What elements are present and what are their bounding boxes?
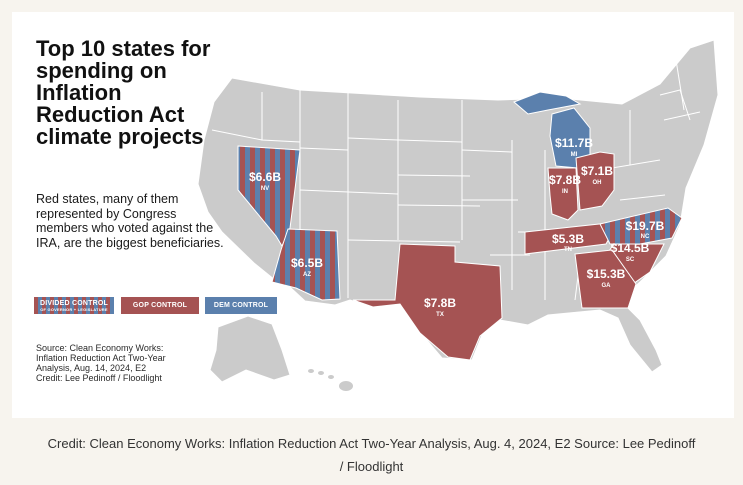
state-label-ga: $15.3B GA bbox=[587, 267, 626, 289]
source-line: Analysis, Aug. 14, 2024, E2 bbox=[36, 363, 147, 373]
state-value-nv: $6.6B bbox=[249, 170, 281, 184]
state-borders bbox=[211, 59, 701, 301]
state-abbr-tx: TX bbox=[436, 312, 444, 318]
legend-gop-label: GOP CONTROL bbox=[132, 302, 188, 309]
state-abbr-nv: NV bbox=[261, 186, 269, 192]
state-value-az: $6.5B bbox=[291, 256, 323, 270]
state-label-tn: $5.3B TN bbox=[552, 232, 584, 253]
state-label-nc: $19.7B NC bbox=[626, 219, 665, 240]
legend-divided-sublabel: OF GOVERNOR + LEGISLATURE bbox=[40, 306, 108, 312]
state-value-nc: $19.7B bbox=[626, 219, 665, 233]
state-abbr-tn: TN bbox=[564, 247, 572, 253]
state-shape-mi bbox=[513, 91, 591, 169]
state-value-ga: $15.3B bbox=[587, 267, 626, 281]
state-value-mi: $11.7B bbox=[555, 136, 593, 150]
state-shape-tx bbox=[352, 243, 503, 361]
state-label-tx: $7.8B TX bbox=[424, 296, 456, 318]
map-title: Top 10 states for spending on Inflation … bbox=[36, 36, 211, 149]
state-shape-ga bbox=[574, 249, 637, 309]
source-line: Source: Clean Economy Works: bbox=[36, 343, 164, 353]
state-value-sc: $14.5B bbox=[611, 241, 650, 255]
state-abbr-mi: MI bbox=[571, 152, 578, 158]
state-abbr-sc: SC bbox=[626, 257, 635, 263]
state-label-oh: $7.1B OH bbox=[581, 164, 613, 186]
source-line: Credit: Lee Pedinoff / Floodlight bbox=[36, 373, 162, 383]
state-shape-tn bbox=[524, 221, 619, 255]
map-subtitle: Red states, many of them represented by … bbox=[36, 192, 224, 250]
state-value-tx: $7.8B bbox=[424, 296, 456, 310]
legend-divided-control: DIVIDED CONTROL OF GOVERNOR + LEGISLATUR… bbox=[34, 297, 114, 314]
state-shape-hi bbox=[308, 369, 353, 391]
state-abbr-in: IN bbox=[562, 189, 568, 195]
state-abbr-nc: NC bbox=[641, 234, 650, 240]
state-shape-in bbox=[547, 167, 579, 221]
legend-gop-control: GOP CONTROL bbox=[121, 297, 199, 314]
state-shape-ak bbox=[209, 315, 291, 383]
state-shape-oh bbox=[575, 151, 615, 211]
state-value-tn: $5.3B bbox=[552, 232, 584, 246]
caption-line: / Floodlight bbox=[339, 459, 404, 474]
legend-divided-label: DIVIDED CONTROL bbox=[40, 299, 108, 307]
state-abbr-az: AZ bbox=[303, 272, 311, 278]
state-abbr-ga: GA bbox=[602, 283, 612, 289]
state-label-in: $7.8B IN bbox=[549, 173, 581, 195]
state-value-in: $7.8B bbox=[549, 173, 581, 187]
state-value-oh: $7.1B bbox=[581, 164, 613, 178]
state-abbr-oh: OH bbox=[593, 180, 602, 186]
state-shape-nc bbox=[599, 207, 683, 245]
state-label-mi: $11.7B MI bbox=[555, 136, 593, 158]
state-label-nv: $6.6B NV bbox=[249, 170, 281, 192]
source-note: Source: Clean Economy Works: Inflation R… bbox=[36, 343, 226, 383]
state-shape-az bbox=[271, 228, 341, 301]
caption-line: Credit: Clean Economy Works: Inflation R… bbox=[47, 436, 696, 451]
legend-dem-control: DEM CONTROL bbox=[205, 297, 277, 314]
image-caption: Credit: Clean Economy Works: Inflation R… bbox=[0, 432, 743, 478]
state-label-az: $6.5B AZ bbox=[291, 256, 323, 278]
source-line: Inflation Reduction Act Two-Year bbox=[36, 353, 166, 363]
state-label-sc: $14.5B SC bbox=[611, 241, 650, 263]
legend-dem-label: DEM CONTROL bbox=[213, 302, 269, 309]
